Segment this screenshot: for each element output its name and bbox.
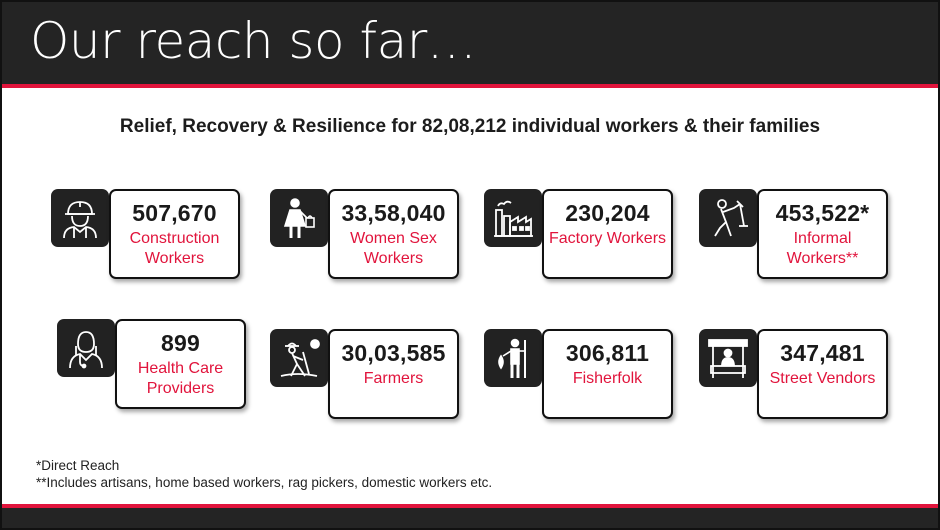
- construction-worker-icon: [51, 189, 109, 247]
- stat-box: 453,522* Informal Workers**: [757, 189, 888, 279]
- stat-label: Farmers: [363, 370, 424, 387]
- stat-value: 230,204: [565, 200, 650, 226]
- footnote-informal-workers: **Includes artisans, home based workers,…: [36, 475, 493, 490]
- stat-label: Construction Workers: [129, 230, 220, 267]
- stat-box: 507,670 Construction Workers: [109, 189, 240, 279]
- stat-label: Informal Workers**: [786, 230, 859, 267]
- stat-box: 30,03,585 Farmers: [328, 329, 459, 419]
- footnotes: *Direct Reach **Includes artisans, home …: [36, 457, 492, 491]
- footnote-direct-reach: *Direct Reach: [36, 458, 120, 473]
- stat-label: Factory Workers: [548, 230, 667, 247]
- woman-icon: [270, 189, 328, 247]
- stat-box: 306,811 Fisherfolk: [542, 329, 673, 419]
- stat-box: 347,481 Street Vendors: [757, 329, 888, 419]
- stat-label: Fisherfolk: [572, 370, 643, 387]
- stat-value: 33,58,040: [341, 200, 446, 226]
- stat-value: 306,811: [565, 340, 650, 366]
- slide-title: Our reach so far…: [30, 12, 477, 70]
- fisherfolk-icon: [484, 329, 542, 387]
- stat-label: Women Sex Workers: [350, 230, 437, 267]
- street-vendor-icon: [699, 329, 757, 387]
- stat-box: 33,58,040 Women Sex Workers: [328, 189, 459, 279]
- stat-box: 230,204 Factory Workers: [542, 189, 673, 279]
- stat-value: 453,522*: [775, 200, 870, 226]
- factory-icon: [484, 189, 542, 247]
- stat-value: 347,481: [780, 340, 865, 366]
- header-bar: Our reach so far…: [2, 2, 938, 88]
- farmer-icon: [270, 329, 328, 387]
- informal-worker-icon: [699, 189, 757, 247]
- stat-label: Health Care Providers: [137, 360, 224, 397]
- stat-box: 899 Health Care Providers: [115, 319, 246, 409]
- slide-subtitle: Relief, Recovery & Resilience for 82,08,…: [119, 116, 821, 137]
- stat-label: Street Vendors: [769, 370, 876, 387]
- footer-bar: [2, 504, 938, 528]
- health-care-provider-icon: [57, 319, 115, 377]
- stat-value: 30,03,585: [341, 340, 446, 366]
- stat-value: 899: [161, 330, 200, 356]
- stat-value: 507,670: [132, 200, 217, 226]
